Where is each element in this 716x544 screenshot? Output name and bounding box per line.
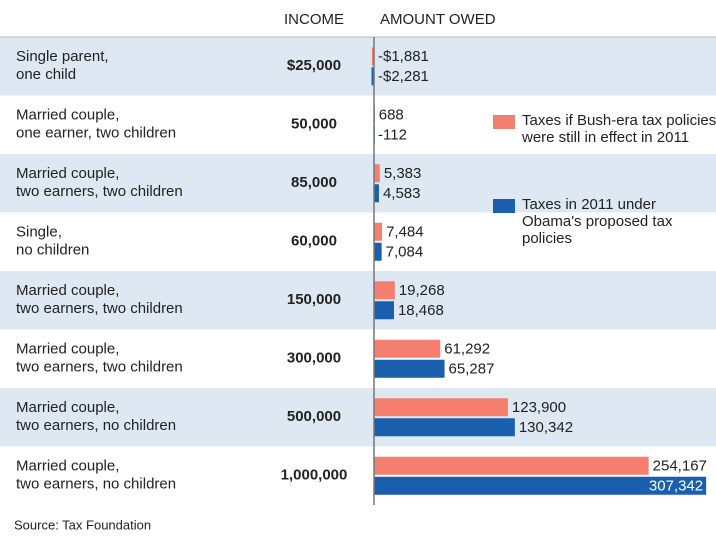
category-label: Married couple, [16,458,119,475]
bar [374,456,649,475]
legend-label: Taxes if Bush-era tax policies were stil… [522,112,716,146]
value-label: 65,287 [449,361,495,378]
value-label: 123,900 [512,399,566,416]
bar [371,47,375,66]
value-label: 7,084 [386,244,424,261]
category-label: Married couple, [16,282,119,299]
income-label: $25,000 [287,57,341,74]
legend-swatch [493,115,515,129]
row-band [0,95,716,154]
income-label: 150,000 [287,291,341,308]
bar [374,359,445,378]
value-label: 5,383 [384,165,422,182]
value-label: -112 [378,127,407,144]
category-label: Married couple, [16,341,119,358]
bar [374,222,383,241]
income-label: 50,000 [291,116,337,133]
value-label: 7,484 [386,224,424,241]
row-band [0,154,716,213]
bar [374,184,379,203]
income-label: 300,000 [287,350,341,367]
category-label: one child [16,66,76,83]
bar [374,398,508,417]
row-band [0,37,716,96]
row-band [0,388,716,447]
source: Source: Tax Foundation [14,517,151,532]
category-label: Married couple, [16,165,119,182]
category-label: one earner, two children [16,125,176,142]
value-label: 688 [379,107,404,124]
income-label: 1,000,000 [281,467,348,484]
row-band [0,212,716,271]
income-label: 60,000 [291,233,337,250]
bar [374,164,380,183]
value-label: 19,268 [399,282,445,299]
bar [374,476,707,495]
legend-swatch [493,199,515,213]
income-label: 85,000 [291,174,337,191]
row-band [0,329,716,388]
bar [374,242,382,261]
category-label: Married couple, [16,399,119,416]
value-label: 307,342 [649,478,703,495]
row-band [0,446,716,505]
bar [371,67,375,86]
row-bands [0,37,716,505]
category-label: two earners, two children [16,300,183,317]
bar [374,339,441,358]
category-label: no children [16,242,89,259]
category-label: Single parent, [16,48,109,65]
category-label: Single, [16,224,62,241]
value-label: 4,583 [383,185,421,202]
value-label: -$2,281 [378,68,429,85]
value-label: 61,292 [444,341,490,358]
value-label: 254,167 [653,458,707,475]
value-label: 130,342 [519,419,573,436]
income-label: 500,000 [287,408,341,425]
category-label: Married couple, [16,107,119,124]
category-label: two earners, two children [16,183,183,200]
column-header: AMOUNT OWED [380,11,496,28]
column-header: INCOME [284,11,344,28]
value-label: 18,468 [398,302,444,319]
category-label: two earners, no children [16,417,176,434]
legend-label: Taxes in 2011 under Obama's proposed tax… [522,196,673,247]
bar [374,281,395,300]
bar [374,301,394,320]
value-label: -$1,881 [378,48,429,65]
category-label: two earners, two children [16,359,183,376]
category-label: two earners, no children [16,476,176,493]
row-band [0,271,716,330]
bar [374,418,515,437]
